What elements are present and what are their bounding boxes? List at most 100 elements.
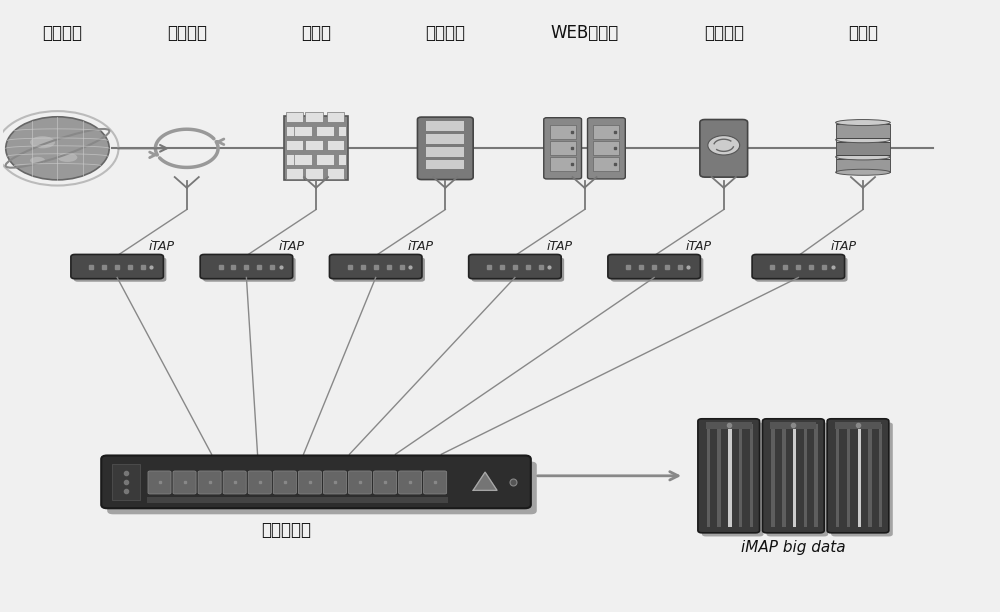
Bar [286,140,303,151]
Bar [593,125,619,139]
Text: iTAP: iTAP [830,241,856,253]
Ellipse shape [30,157,45,164]
FancyBboxPatch shape [752,255,845,278]
FancyBboxPatch shape [417,117,473,179]
FancyBboxPatch shape [544,118,582,179]
FancyBboxPatch shape [588,118,625,179]
Bar [426,147,464,157]
FancyBboxPatch shape [399,471,422,494]
Bar [305,111,323,122]
Bar [286,168,303,179]
Bar [550,125,576,139]
Bar [294,154,312,165]
Bar [771,424,775,528]
FancyBboxPatch shape [348,471,372,494]
FancyBboxPatch shape [223,471,246,494]
FancyBboxPatch shape [298,471,321,494]
Bar [858,424,861,528]
Bar [706,422,752,428]
FancyBboxPatch shape [71,255,163,278]
FancyBboxPatch shape [200,255,293,278]
Bar [305,168,323,179]
FancyBboxPatch shape [831,422,893,537]
Bar [593,157,619,171]
Bar [879,424,882,528]
Bar [327,140,344,151]
Bar [750,424,753,528]
Text: iTAP: iTAP [149,241,175,253]
Bar [286,154,303,165]
Bar [316,154,334,165]
Bar [728,424,732,528]
FancyBboxPatch shape [273,471,296,494]
FancyBboxPatch shape [323,471,346,494]
Bar [338,125,346,136]
Bar [338,154,346,165]
Text: 分流设备: 分流设备 [167,24,207,42]
Bar [426,121,464,131]
Bar [593,141,619,155]
FancyBboxPatch shape [698,419,760,533]
Bar [426,134,464,144]
Text: iTAP: iTAP [547,241,573,253]
FancyBboxPatch shape [374,471,397,494]
FancyBboxPatch shape [148,471,171,494]
Bar [739,424,742,528]
FancyBboxPatch shape [611,258,703,282]
Bar [836,159,890,173]
Bar [836,424,839,528]
FancyBboxPatch shape [827,419,889,533]
Text: 外部网络: 外部网络 [42,24,82,42]
Bar [835,422,881,428]
Polygon shape [473,472,497,490]
Ellipse shape [836,154,890,160]
Bar [294,125,312,136]
FancyBboxPatch shape [101,455,531,508]
Text: 防火墙: 防火墙 [301,24,331,42]
Bar [316,125,334,136]
Text: WEB服务器: WEB服务器 [550,24,619,42]
FancyBboxPatch shape [248,471,271,494]
Ellipse shape [57,153,77,162]
Bar [147,497,448,503]
Bar [770,422,816,428]
Ellipse shape [30,136,55,148]
Bar [793,424,796,528]
Bar [426,160,464,170]
Bar [112,464,140,500]
FancyBboxPatch shape [74,258,166,282]
FancyBboxPatch shape [755,258,848,282]
Ellipse shape [836,119,890,125]
Bar [804,424,807,528]
Text: 交换机设备: 交换机设备 [261,521,311,540]
Bar [836,141,890,155]
Bar [836,124,890,138]
FancyBboxPatch shape [472,258,564,282]
FancyBboxPatch shape [203,258,296,282]
Bar [286,125,303,136]
Circle shape [708,136,740,155]
Bar [717,424,721,528]
Text: iTAP: iTAP [278,241,304,253]
FancyBboxPatch shape [173,471,196,494]
Bar [868,424,872,528]
Bar [327,111,344,122]
Bar [550,141,576,155]
FancyBboxPatch shape [284,116,348,180]
FancyBboxPatch shape [700,119,748,177]
FancyBboxPatch shape [332,258,425,282]
FancyBboxPatch shape [702,422,764,537]
Bar [782,424,786,528]
Bar [327,168,344,179]
Bar [707,424,710,528]
FancyBboxPatch shape [763,419,824,533]
Text: iMAP big data: iMAP big data [741,540,846,554]
Text: 负载均衡: 负载均衡 [425,24,465,42]
FancyBboxPatch shape [198,471,221,494]
Bar [286,111,303,122]
FancyBboxPatch shape [608,255,700,278]
Bar [305,140,323,151]
Circle shape [6,117,109,180]
FancyBboxPatch shape [469,255,561,278]
FancyBboxPatch shape [329,255,422,278]
